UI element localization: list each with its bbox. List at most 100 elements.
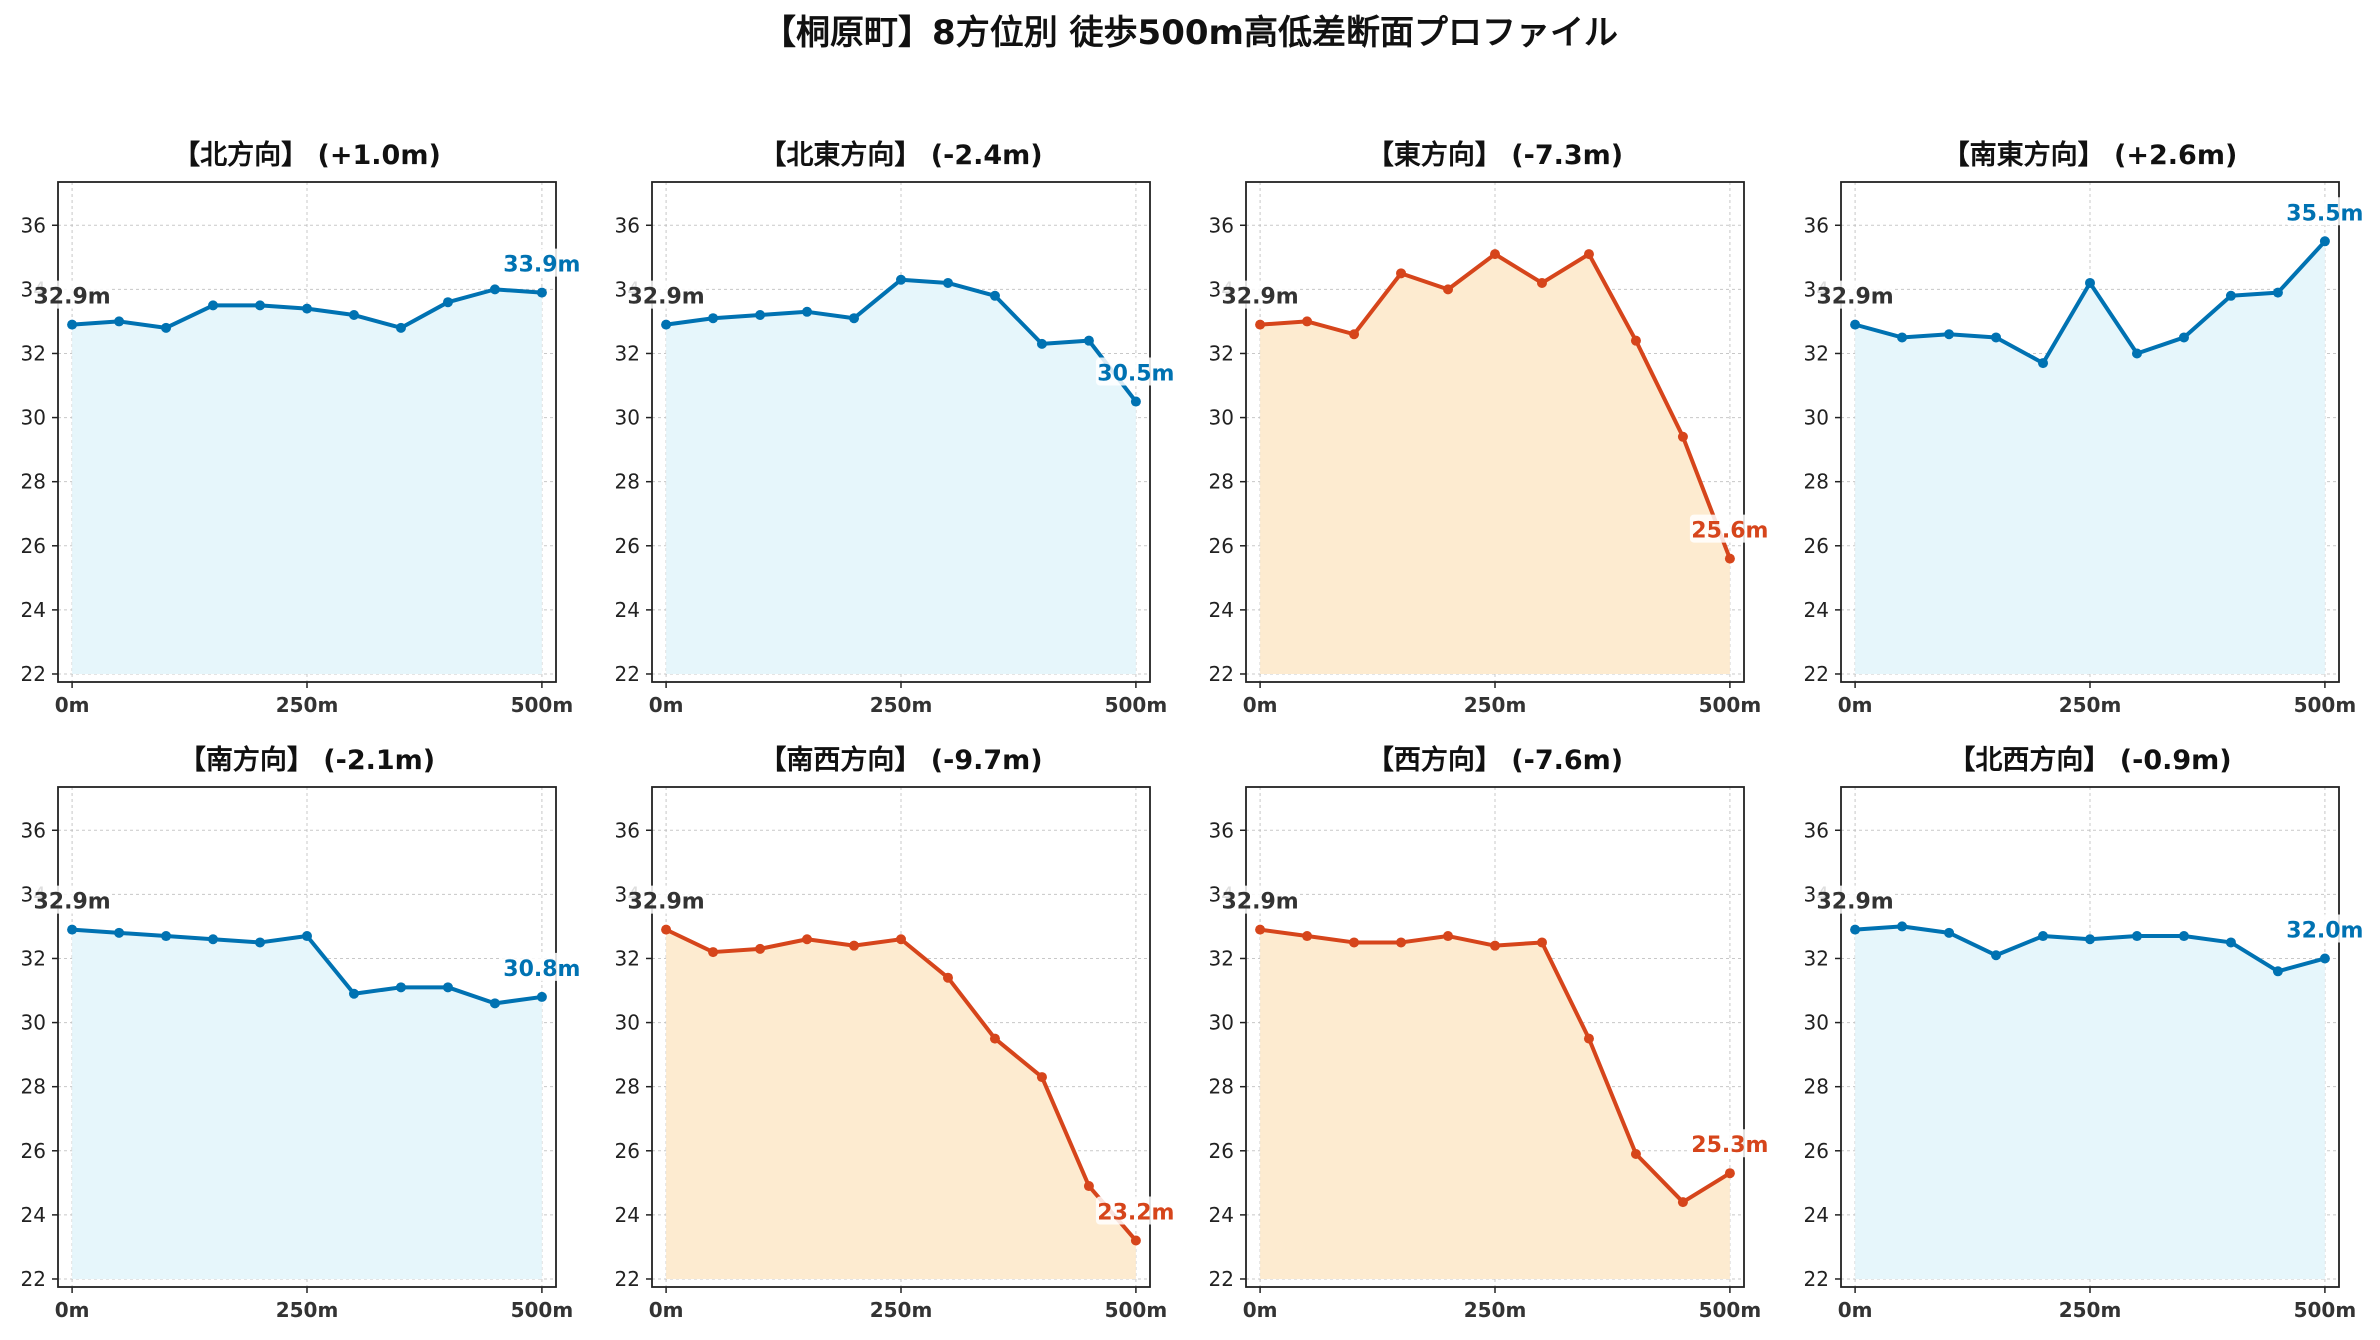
y-tick-label: 36	[615, 818, 640, 842]
x-tick-label: 500m	[1699, 1298, 1762, 1322]
data-point	[896, 274, 906, 285]
chart-panel: 【西方向】 (-7.6m)22242628303234360m250m500m3…	[1209, 744, 1770, 1322]
data-point	[2131, 348, 2142, 359]
y-tick-label: 24	[615, 1203, 640, 1227]
panel-title: 【北方向】 (+1.0m)	[173, 139, 441, 171]
data-point	[442, 982, 453, 993]
data-point	[1677, 1197, 1688, 1208]
data-point	[1130, 396, 1141, 407]
y-tick-label: 30	[615, 1011, 640, 1035]
x-tick-label: 250m	[2059, 693, 2122, 717]
chart-panel: 【南東方向】 (+2.6m)22242628303234360m250m500m…	[1804, 139, 2365, 717]
data-point	[1130, 1235, 1141, 1246]
end-value-label: 35.5m	[2286, 201, 2363, 226]
data-point	[1724, 1168, 1735, 1179]
data-point	[1349, 937, 1360, 948]
panel-title: 【北東方向】 (-2.4m)	[759, 139, 1042, 171]
area-fill	[72, 289, 542, 674]
y-tick-label: 28	[615, 1075, 640, 1099]
data-point	[2038, 358, 2049, 369]
x-tick-label: 500m	[1105, 1298, 1168, 1322]
data-point	[114, 927, 125, 938]
data-point	[255, 300, 266, 311]
data-point	[2319, 953, 2330, 964]
end-label-bg	[1095, 357, 1176, 386]
data-point	[1897, 332, 1908, 343]
data-point	[1724, 553, 1735, 564]
y-tick-label: 26	[21, 1139, 46, 1163]
data-point	[208, 934, 219, 945]
data-point	[942, 972, 953, 983]
x-tick-label: 0m	[1243, 1298, 1278, 1322]
end-label-bg	[501, 952, 582, 981]
data-point	[1349, 329, 1360, 340]
y-tick-label: 30	[21, 406, 46, 430]
x-tick-label: 0m	[649, 693, 684, 717]
data-point	[1036, 338, 1047, 349]
y-tick-label: 36	[1804, 213, 1829, 237]
panel-title: 【北西方向】 (-0.9m)	[1948, 744, 2231, 776]
y-tick-label: 28	[21, 470, 46, 494]
data-point	[1536, 937, 1547, 948]
y-tick-label: 24	[1804, 598, 1829, 622]
x-tick-label: 500m	[511, 693, 574, 717]
data-point	[1677, 431, 1688, 442]
end-value-label: 30.8m	[503, 957, 580, 982]
y-tick-label: 32	[1804, 946, 1829, 970]
panel-title: 【東方向】 (-7.3m)	[1367, 139, 1623, 171]
y-tick-label: 26	[1804, 534, 1829, 558]
x-tick-label: 0m	[55, 693, 90, 717]
data-point	[1991, 332, 2002, 343]
data-point	[302, 303, 312, 314]
data-point	[1302, 316, 1313, 327]
x-tick-label: 0m	[1243, 693, 1278, 717]
data-point	[1630, 1148, 1641, 1159]
data-point	[942, 277, 953, 288]
y-tick-label: 28	[1209, 1075, 1234, 1099]
x-tick-label: 250m	[2059, 1298, 2122, 1322]
x-tick-label: 500m	[1699, 693, 1762, 717]
y-tick-label: 22	[1804, 1267, 1829, 1291]
data-point	[1443, 284, 1454, 295]
x-tick-label: 250m	[276, 693, 339, 717]
y-tick-label: 36	[1209, 213, 1234, 237]
y-tick-label: 30	[21, 1011, 46, 1035]
data-point	[708, 313, 719, 324]
y-tick-label: 22	[21, 662, 46, 686]
y-tick-label: 36	[21, 213, 46, 237]
y-tick-label: 24	[615, 598, 640, 622]
y-tick-label: 26	[1209, 1139, 1234, 1163]
data-point	[208, 300, 219, 311]
data-point	[114, 316, 125, 327]
y-tick-label: 22	[615, 1267, 640, 1291]
start-value-label: 32.9m	[1816, 890, 1893, 915]
y-tick-label: 36	[615, 213, 640, 237]
area-fill	[72, 929, 542, 1279]
data-point	[2038, 931, 2049, 942]
y-tick-label: 24	[1209, 598, 1234, 622]
y-tick-label: 28	[21, 1075, 46, 1099]
y-tick-label: 30	[1804, 1011, 1829, 1035]
y-tick-label: 22	[21, 1267, 46, 1291]
data-point	[661, 319, 672, 330]
chart-panel: 【南西方向】 (-9.7m)22242628303234360m250m500m…	[615, 744, 1176, 1322]
y-tick-label: 26	[21, 534, 46, 558]
data-point	[2085, 277, 2095, 288]
x-tick-label: 500m	[2294, 1298, 2357, 1322]
x-tick-label: 250m	[276, 1298, 339, 1322]
data-point	[161, 322, 172, 333]
data-point	[661, 924, 672, 935]
data-point	[1490, 249, 1500, 260]
end-label-bg	[1095, 1196, 1176, 1225]
y-tick-label: 32	[615, 946, 640, 970]
y-tick-label: 28	[1209, 470, 1234, 494]
x-tick-label: 0m	[1838, 693, 1873, 717]
panel-title: 【南東方向】 (+2.6m)	[1943, 139, 2238, 171]
end-value-label: 30.5m	[1097, 362, 1174, 387]
start-label-bg	[626, 885, 705, 914]
start-value-label: 32.9m	[1816, 285, 1893, 310]
data-point	[1302, 931, 1313, 942]
data-point	[708, 947, 719, 958]
y-tick-label: 24	[1804, 1203, 1829, 1227]
data-point	[2085, 934, 2095, 945]
